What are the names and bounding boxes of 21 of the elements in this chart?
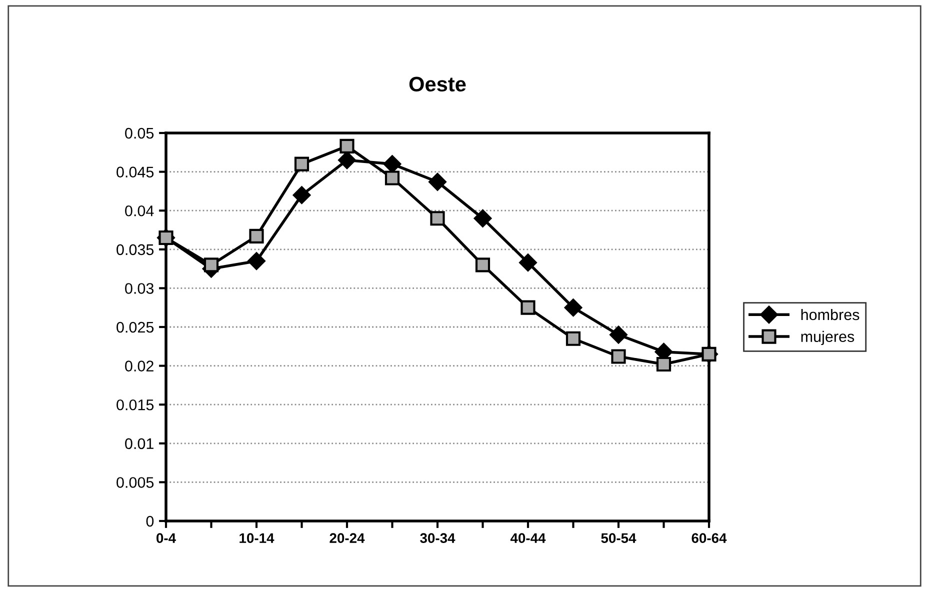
- y-tick-label: 0: [146, 516, 154, 527]
- x-tick-label: 10-14: [240, 533, 274, 544]
- x-tick-label: 0-4: [156, 533, 176, 544]
- chart-title: Oeste: [409, 76, 466, 92]
- y-tick-label: 0.005: [116, 477, 154, 488]
- y-tick-label: 0.01: [125, 438, 154, 450]
- y-tick-label: 0.035: [116, 244, 154, 256]
- legend-label: mujeres: [801, 330, 854, 346]
- y-tick-label: 0.015: [116, 399, 154, 410]
- x-tick-label: 20-24: [330, 533, 365, 544]
- y-tick-label: 0.05: [125, 128, 154, 139]
- x-tick-label: 40-44: [510, 533, 546, 544]
- x-tick-label: 30-34: [420, 533, 456, 544]
- y-tick-label: 0.03: [125, 283, 154, 294]
- y-tick-label: 0.025: [116, 322, 154, 333]
- y-tick-label: 0.045: [116, 166, 154, 178]
- y-tick-label: 0.04: [125, 205, 154, 216]
- x-tick-label: 50-54: [601, 533, 636, 544]
- y-tick-label: 0.02: [125, 360, 154, 372]
- legend-label: hombres: [801, 308, 860, 320]
- x-tick-label: 60-64: [692, 533, 727, 544]
